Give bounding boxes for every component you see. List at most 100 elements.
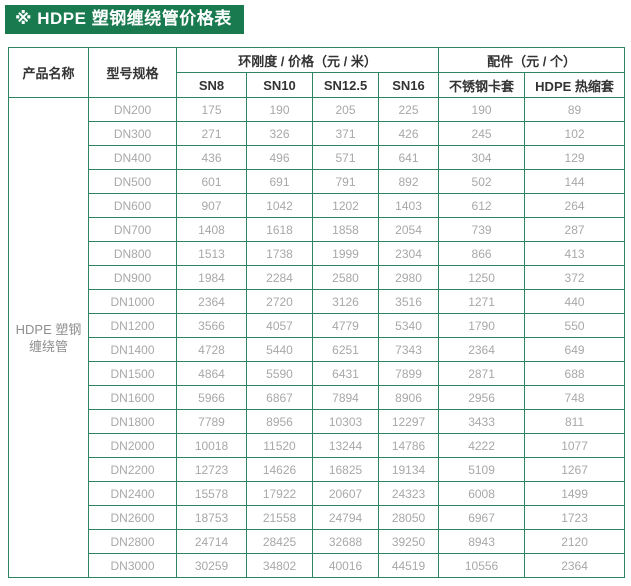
price-value-cell: 1403	[377, 193, 440, 218]
table-row: DN2400 15578 17922 20607 24323 6008 1499	[9, 481, 626, 506]
table-row: DN700 1408 1618 1858 2054 739 287	[9, 217, 626, 242]
price-value-cell: 4779	[312, 313, 379, 338]
price-value-cell: 641	[377, 145, 440, 170]
col-header-hdpe: HDPE 热缩套	[524, 72, 626, 98]
model-cell: DN2600	[88, 505, 177, 530]
price-value-cell: 271	[176, 121, 247, 146]
table-row: DN800 1513 1738 1999 2304 866 413	[9, 241, 626, 266]
price-value-cell: 372	[524, 265, 626, 290]
price-value-cell: 2871	[438, 361, 526, 386]
model-cell: DN2800	[88, 529, 177, 554]
table-row: DN1500 4864 5590 6431 7899 2871 688	[9, 361, 626, 386]
price-value-cell: 190	[438, 97, 526, 122]
model-cell: DN1600	[88, 385, 177, 410]
price-value-cell: 748	[524, 385, 626, 410]
price-value-cell: 18753	[176, 505, 247, 530]
model-cell: DN1200	[88, 313, 177, 338]
price-value-cell: 287	[524, 217, 626, 242]
model-cell: DN2200	[88, 457, 177, 482]
price-value-cell: 1618	[246, 217, 313, 242]
price-value-cell: 5340	[377, 313, 440, 338]
price-value-cell: 2720	[246, 289, 313, 314]
price-value-cell: 14626	[246, 457, 313, 482]
table-row: DN1200 3566 4057 4779 5340 1790 550	[9, 313, 626, 338]
model-cell: DN2400	[88, 481, 177, 506]
model-cell: DN1400	[88, 337, 177, 362]
price-value-cell: 1202	[312, 193, 379, 218]
col-group-ring-stiffness-price: 环刚度 / 价格（元 / 米）	[175, 47, 440, 73]
col-group-accessories: 配件（元 / 个）	[438, 47, 626, 73]
price-value-cell: 371	[312, 121, 379, 146]
model-cell: DN400	[88, 145, 177, 170]
price-value-cell: 2980	[377, 265, 440, 290]
price-value-cell: 245	[438, 121, 526, 146]
table-row: HDPE 塑钢缠绕管 DN200 175 190 205 225 190 89	[8, 97, 626, 578]
price-value-cell: 3433	[438, 409, 526, 434]
col-header-sn12.5: SN12.5	[312, 72, 379, 98]
price-value-cell: 8956	[246, 409, 313, 434]
price-value-cell: 496	[246, 145, 313, 170]
price-value-cell: 34802	[246, 553, 313, 578]
price-value-cell: 3566	[176, 313, 247, 338]
col-header-sn8: SN8	[176, 72, 247, 98]
table-header: 产品名称 型号规格 环刚度 / 价格（元 / 米） 配件（元 / 个） SN8 S…	[8, 47, 626, 98]
price-value-cell: 2304	[377, 241, 440, 266]
price-value-cell: 12723	[176, 457, 247, 482]
price-value-cell: 1271	[438, 289, 526, 314]
price-value-cell: 15578	[176, 481, 247, 506]
price-value-cell: 811	[524, 409, 626, 434]
price-value-cell: 14786	[377, 433, 440, 458]
price-value-cell: 17922	[246, 481, 313, 506]
price-value-cell: 2364	[524, 553, 626, 578]
price-value-cell: 2284	[246, 265, 313, 290]
header-row-groups: 产品名称 型号规格 环刚度 / 价格（元 / 米） 配件（元 / 个）	[8, 47, 626, 98]
page-title: ※ HDPE 塑钢缠绕管价格表	[5, 5, 244, 34]
model-cell: DN800	[88, 241, 177, 266]
price-value-cell: 1723	[524, 505, 626, 530]
price-value-cell: 19134	[377, 457, 440, 482]
price-value-cell: 1077	[524, 433, 626, 458]
price-value-cell: 6967	[438, 505, 526, 530]
price-value-cell: 649	[524, 337, 626, 362]
price-value-cell: 24794	[312, 505, 379, 530]
price-value-cell: 426	[377, 121, 440, 146]
price-value-cell: 3516	[377, 289, 440, 314]
price-value-cell: 907	[176, 193, 247, 218]
price-value-cell: 1042	[246, 193, 313, 218]
table-row: DN1800 7789 8956 10303 12297 3433 811	[9, 409, 626, 434]
price-value-cell: 866	[438, 241, 526, 266]
price-value-cell: 24714	[176, 529, 247, 554]
model-cell: DN900	[88, 265, 177, 290]
price-table: 产品名称 型号规格 环刚度 / 价格（元 / 米） 配件（元 / 个） SN8 S…	[8, 47, 626, 578]
price-value-cell: 4222	[438, 433, 526, 458]
price-value-cell: 89	[524, 97, 626, 122]
price-value-cell: 4864	[176, 361, 247, 386]
table-row: DN1000 2364 2720 3126 3516 1271 440	[9, 289, 626, 314]
table-row: DN3000 30259 34802 40016 44519 10556 2364	[9, 553, 626, 578]
price-value-cell: 502	[438, 169, 526, 194]
price-value-cell: 571	[312, 145, 379, 170]
col-header-model-spec: 型号规格	[88, 47, 177, 98]
price-value-cell: 1499	[524, 481, 626, 506]
price-value-cell: 739	[438, 217, 526, 242]
price-value-cell: 1999	[312, 241, 379, 266]
price-value-cell: 40016	[312, 553, 379, 578]
price-value-cell: 5966	[176, 385, 247, 410]
price-value-cell: 205	[312, 97, 379, 122]
price-value-cell: 5109	[438, 457, 526, 482]
price-value-cell: 225	[377, 97, 440, 122]
product-name-cell: HDPE 塑钢缠绕管	[8, 97, 89, 578]
price-value-cell: 1250	[438, 265, 526, 290]
table-row: DN1600 5966 6867 7894 8906 2956 748	[9, 385, 626, 410]
model-cell: DN700	[88, 217, 177, 242]
col-header-sn10: SN10	[246, 72, 313, 98]
price-value-cell: 2054	[377, 217, 440, 242]
price-value-cell: 32688	[312, 529, 379, 554]
table-row: DN2000 10018 11520 13244 14786 4222 1077	[9, 433, 626, 458]
price-value-cell: 4728	[176, 337, 247, 362]
price-value-cell: 1513	[176, 241, 247, 266]
model-cell: DN600	[88, 193, 177, 218]
model-cell: DN500	[88, 169, 177, 194]
table-row: DN900 1984 2284 2580 2980 1250 372	[9, 265, 626, 290]
